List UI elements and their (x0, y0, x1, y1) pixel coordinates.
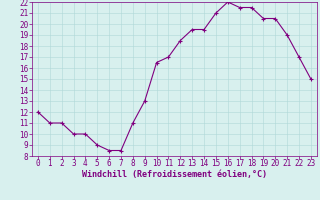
X-axis label: Windchill (Refroidissement éolien,°C): Windchill (Refroidissement éolien,°C) (82, 170, 267, 179)
